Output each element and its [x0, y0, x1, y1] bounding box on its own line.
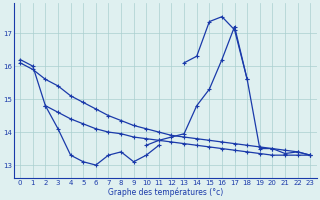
X-axis label: Graphe des températures (°c): Graphe des températures (°c): [108, 187, 223, 197]
